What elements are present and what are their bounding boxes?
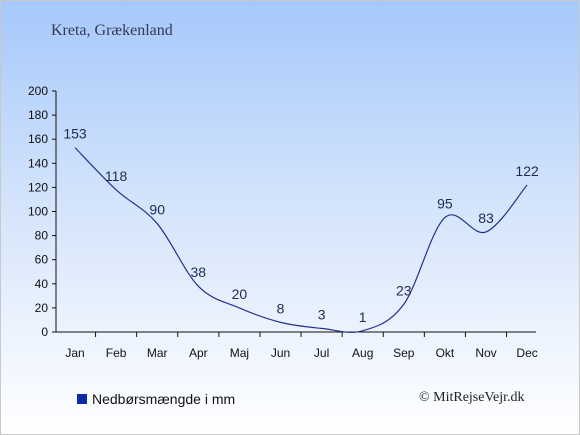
y-tick-label: 120 (28, 180, 48, 194)
y-tick-label: 140 (28, 156, 48, 170)
x-tick-label: Sep (393, 346, 415, 360)
x-tick-label: Jun (271, 346, 290, 360)
data-label: 118 (105, 168, 128, 184)
series-line (74, 147, 528, 333)
data-label: 23 (396, 282, 412, 298)
x-tick-label: Maj (230, 346, 249, 360)
data-label: 122 (515, 163, 539, 179)
y-tick-label: 160 (28, 132, 48, 146)
data-label: 83 (478, 210, 494, 226)
x-tick-label: Okt (436, 346, 455, 360)
y-tick-label: 80 (35, 229, 49, 243)
data-label: 38 (191, 264, 207, 280)
copyright-text: © MitRejseVejr.dk (419, 390, 525, 405)
x-tick-label: Mar (147, 346, 168, 360)
data-label: 8 (277, 300, 285, 316)
y-tick-label: 0 (41, 325, 48, 339)
chart-subtitle: Kreta, Grækenland (51, 22, 173, 39)
y-tick-label: 40 (35, 277, 49, 291)
y-tick-label: 100 (28, 205, 48, 219)
y-tick-label: 180 (28, 108, 48, 122)
legend-label: Nedbørsmængde i mm (92, 391, 236, 407)
x-tick-label: Dec (516, 346, 537, 360)
y-tick-label: 200 (28, 84, 48, 98)
x-tick-label: Aug (352, 346, 373, 360)
data-label: 1 (359, 309, 367, 325)
data-label: 95 (437, 196, 453, 212)
legend: Nedbørsmængde i mm (77, 391, 235, 407)
y-tick-label: 60 (35, 253, 49, 267)
legend-swatch (77, 394, 87, 404)
data-label: 153 (63, 126, 87, 142)
y-tick-label: 20 (35, 301, 49, 315)
x-tick-label: Jul (314, 346, 329, 360)
x-tick-label: Feb (106, 346, 127, 360)
x-tick-label: Apr (189, 346, 208, 360)
data-label: 3 (318, 306, 326, 322)
x-tick-label: Nov (475, 346, 496, 360)
data-label: 20 (232, 286, 248, 302)
x-tick-label: Jan (65, 346, 84, 360)
data-label: 90 (149, 202, 165, 218)
